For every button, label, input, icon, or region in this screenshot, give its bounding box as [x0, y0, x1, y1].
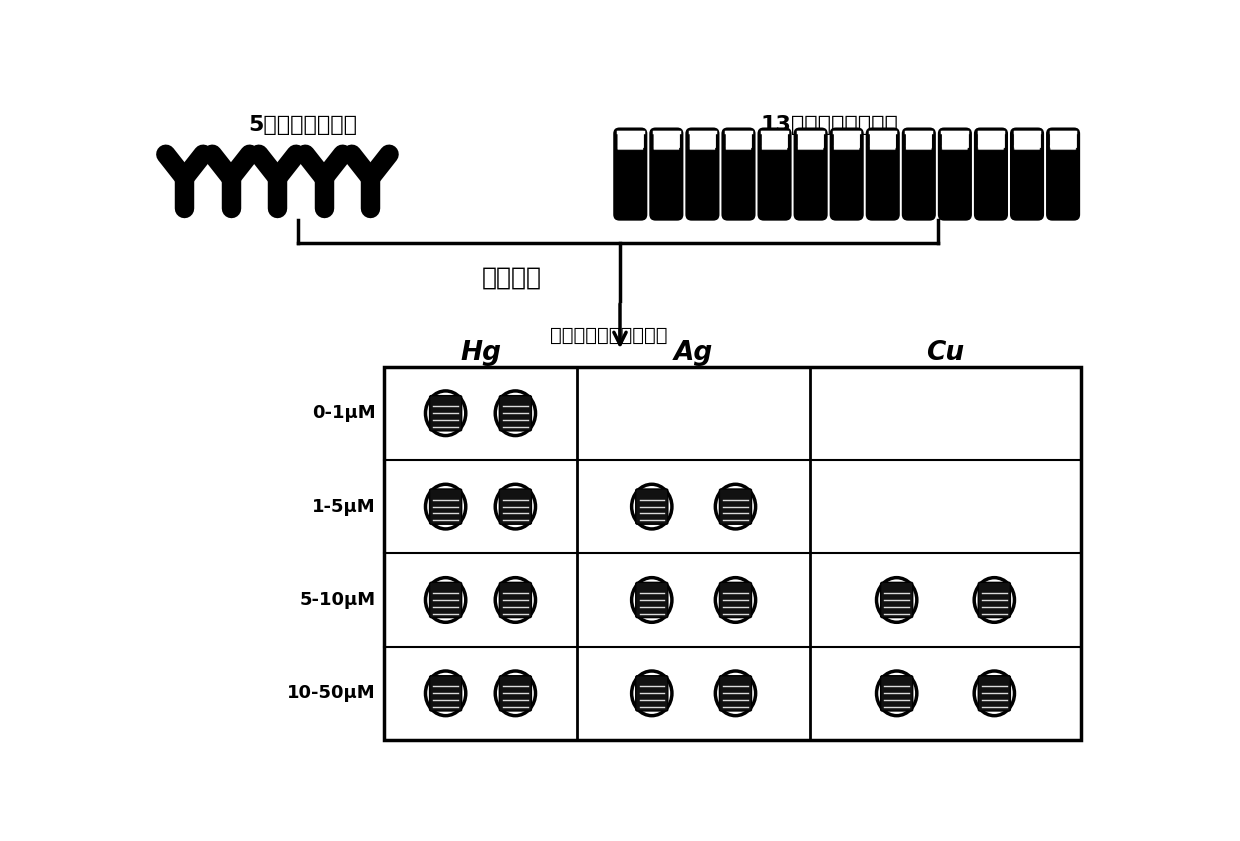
FancyBboxPatch shape: [500, 675, 532, 711]
FancyBboxPatch shape: [833, 130, 859, 150]
FancyBboxPatch shape: [1014, 130, 1040, 150]
Text: Ag: Ag: [675, 340, 713, 366]
FancyBboxPatch shape: [636, 582, 668, 617]
FancyBboxPatch shape: [719, 582, 751, 617]
FancyBboxPatch shape: [653, 130, 680, 150]
FancyBboxPatch shape: [689, 130, 715, 150]
FancyBboxPatch shape: [869, 130, 897, 150]
Ellipse shape: [715, 578, 755, 622]
FancyBboxPatch shape: [758, 128, 791, 220]
Ellipse shape: [425, 484, 466, 529]
FancyBboxPatch shape: [719, 489, 751, 524]
Text: Cu: Cu: [926, 340, 965, 366]
FancyBboxPatch shape: [650, 128, 683, 220]
FancyBboxPatch shape: [725, 130, 751, 150]
FancyBboxPatch shape: [941, 130, 968, 150]
Ellipse shape: [425, 671, 466, 716]
FancyBboxPatch shape: [978, 130, 1004, 150]
FancyBboxPatch shape: [722, 128, 755, 220]
Ellipse shape: [631, 671, 672, 716]
Ellipse shape: [495, 671, 536, 716]
Text: 搭配组合: 搭配组合: [481, 266, 542, 290]
FancyBboxPatch shape: [978, 675, 1011, 711]
Ellipse shape: [631, 484, 672, 529]
Text: 5种不同的指示剂: 5种不同的指示剂: [248, 114, 357, 135]
Text: 1-5μM: 1-5μM: [312, 498, 376, 516]
FancyBboxPatch shape: [973, 128, 1008, 220]
Ellipse shape: [495, 484, 536, 529]
FancyBboxPatch shape: [618, 130, 644, 150]
FancyBboxPatch shape: [719, 675, 751, 711]
FancyBboxPatch shape: [636, 489, 668, 524]
Text: 0-1μM: 0-1μM: [312, 405, 376, 422]
Text: Hg: Hg: [460, 340, 501, 366]
Bar: [383, 367, 1081, 740]
Ellipse shape: [877, 671, 916, 716]
FancyBboxPatch shape: [880, 675, 913, 711]
FancyBboxPatch shape: [1047, 128, 1080, 220]
FancyBboxPatch shape: [500, 582, 532, 617]
FancyBboxPatch shape: [866, 128, 900, 220]
FancyBboxPatch shape: [500, 489, 532, 524]
FancyBboxPatch shape: [500, 395, 532, 431]
FancyBboxPatch shape: [429, 489, 461, 524]
Ellipse shape: [495, 391, 536, 436]
Ellipse shape: [495, 578, 536, 622]
Ellipse shape: [631, 578, 672, 622]
Ellipse shape: [715, 484, 755, 529]
FancyBboxPatch shape: [880, 582, 913, 617]
Text: 滤纸上印刷，构造阵列: 滤纸上印刷，构造阵列: [551, 326, 668, 346]
FancyBboxPatch shape: [978, 582, 1011, 617]
Ellipse shape: [975, 578, 1014, 622]
Ellipse shape: [425, 391, 466, 436]
FancyBboxPatch shape: [429, 582, 461, 617]
FancyBboxPatch shape: [614, 128, 647, 220]
FancyBboxPatch shape: [761, 130, 787, 150]
FancyBboxPatch shape: [794, 128, 827, 220]
FancyBboxPatch shape: [830, 128, 864, 220]
Ellipse shape: [975, 671, 1014, 716]
FancyBboxPatch shape: [901, 128, 936, 220]
FancyBboxPatch shape: [937, 128, 972, 220]
Text: 5-10μM: 5-10μM: [300, 591, 376, 609]
FancyBboxPatch shape: [905, 130, 932, 150]
Text: 13种不同的固定配方: 13种不同的固定配方: [760, 114, 898, 135]
FancyBboxPatch shape: [686, 128, 719, 220]
FancyBboxPatch shape: [1050, 130, 1076, 150]
FancyBboxPatch shape: [429, 395, 461, 431]
FancyBboxPatch shape: [429, 675, 461, 711]
FancyBboxPatch shape: [636, 675, 668, 711]
Text: 10-50μM: 10-50μM: [288, 685, 376, 702]
FancyBboxPatch shape: [797, 130, 823, 150]
Ellipse shape: [425, 578, 466, 622]
FancyBboxPatch shape: [1009, 128, 1044, 220]
Ellipse shape: [877, 578, 916, 622]
Ellipse shape: [715, 671, 755, 716]
